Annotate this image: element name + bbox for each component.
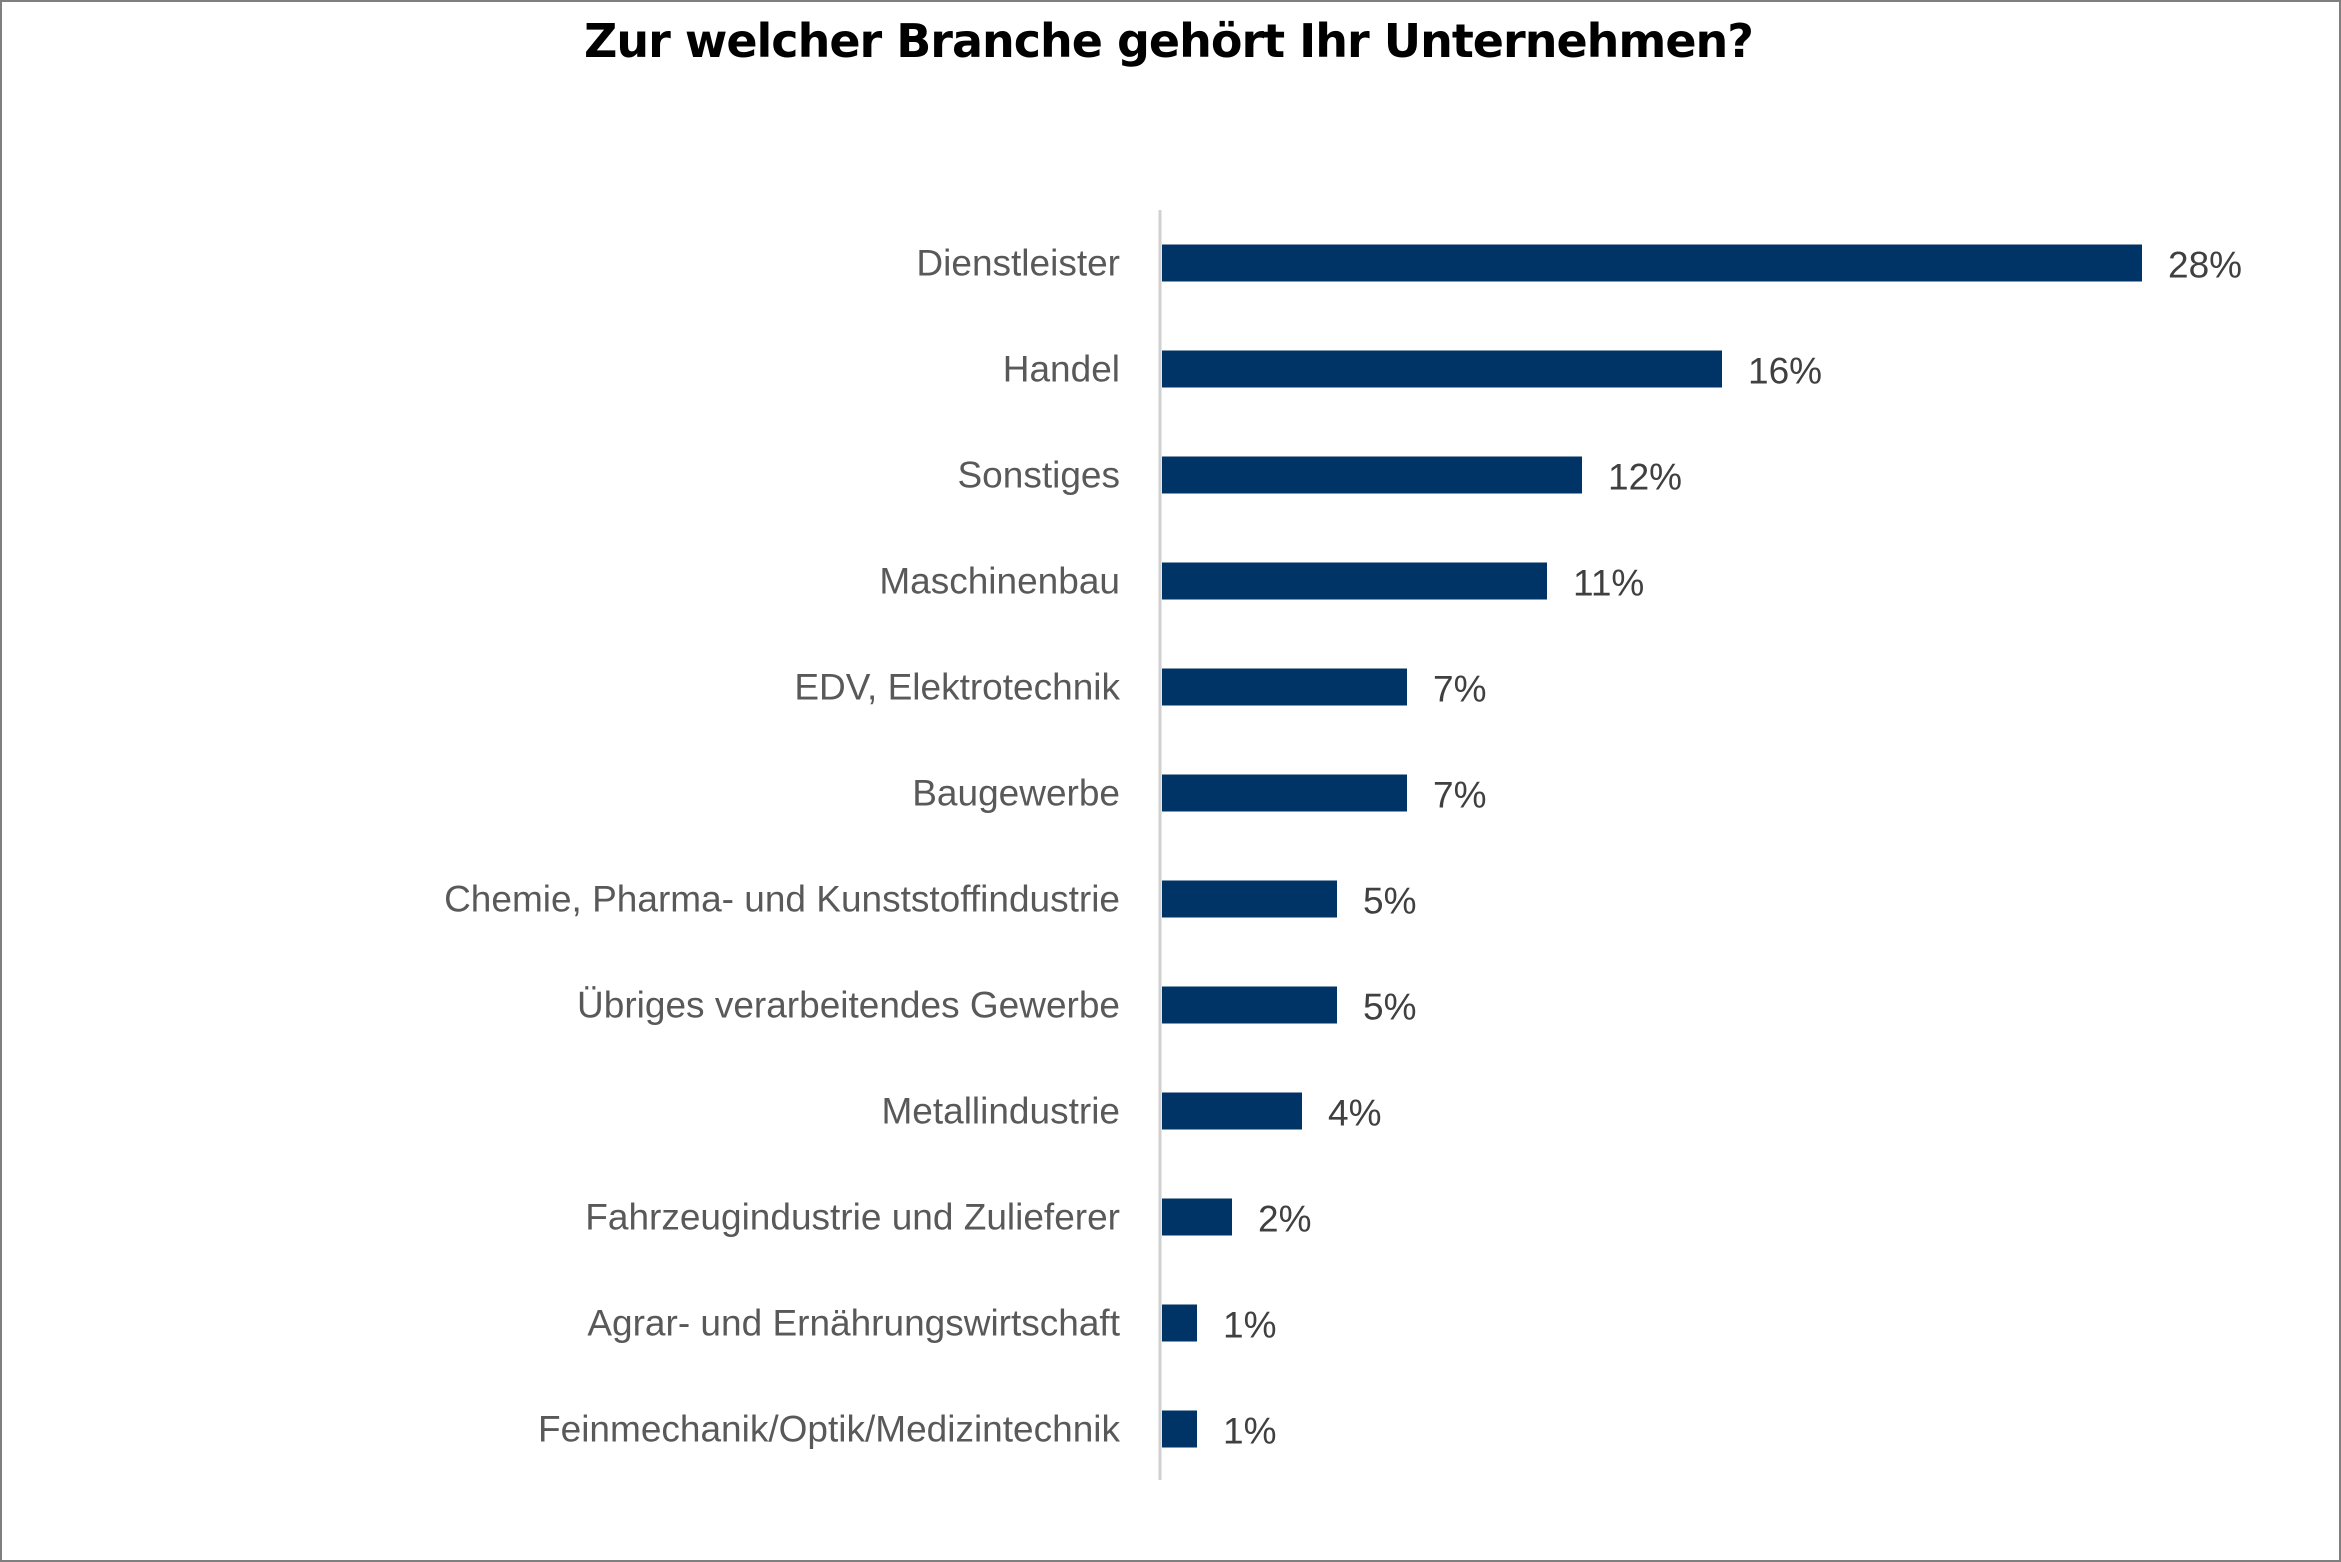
chart-title: Zur welcher Branche gehört Ihr Unternehm… xyxy=(584,14,1754,68)
bar xyxy=(1162,1198,1232,1236)
bars-layer: Dienstleister 28% Handel 16% Sonstiges 12% Mas… xyxy=(444,210,2242,1480)
category-label: EDV, Elektrotechnik xyxy=(794,667,1120,708)
bar xyxy=(1162,1410,1197,1448)
category-label: Chemie, Pharma- und Kunststoffindustrie xyxy=(444,879,1120,920)
bar xyxy=(1162,1304,1197,1342)
data-label: 4% xyxy=(1328,1093,1381,1134)
data-label: 1% xyxy=(1223,1411,1276,1452)
data-label: 1% xyxy=(1223,1305,1276,1346)
data-label: 2% xyxy=(1258,1199,1311,1240)
bar xyxy=(1162,880,1337,918)
category-label: Feinmechanik/Optik/Medizintechnik xyxy=(538,1409,1120,1450)
category-label: Agrar- und Ernährungswirtschaft xyxy=(587,1303,1120,1344)
data-label: 12% xyxy=(1608,457,1682,498)
data-label: 7% xyxy=(1433,669,1486,710)
category-label: Dienstleister xyxy=(916,243,1120,284)
data-label: 28% xyxy=(2168,245,2242,286)
category-label: Sonstiges xyxy=(958,455,1121,496)
bar xyxy=(1162,986,1337,1024)
category-label: Baugewerbe xyxy=(912,773,1120,814)
bar xyxy=(1162,456,1582,494)
data-label: 5% xyxy=(1363,987,1416,1028)
bar xyxy=(1162,1092,1302,1130)
data-label: 11% xyxy=(1573,563,1644,604)
category-label: Maschinenbau xyxy=(879,561,1120,602)
category-label: Fahrzeugindustrie und Zulieferer xyxy=(585,1197,1120,1238)
bar xyxy=(1162,774,1407,812)
data-label: 7% xyxy=(1433,775,1486,816)
bar xyxy=(1162,668,1407,706)
category-label: Metallindustrie xyxy=(881,1091,1120,1132)
bar xyxy=(1162,350,1722,388)
category-label: Übriges verarbeitendes Gewerbe xyxy=(577,985,1120,1026)
category-label: Handel xyxy=(1003,349,1120,390)
data-label: 16% xyxy=(1748,351,1822,392)
bar xyxy=(1162,562,1547,600)
bar xyxy=(1162,244,2142,282)
data-label: 5% xyxy=(1363,881,1416,922)
